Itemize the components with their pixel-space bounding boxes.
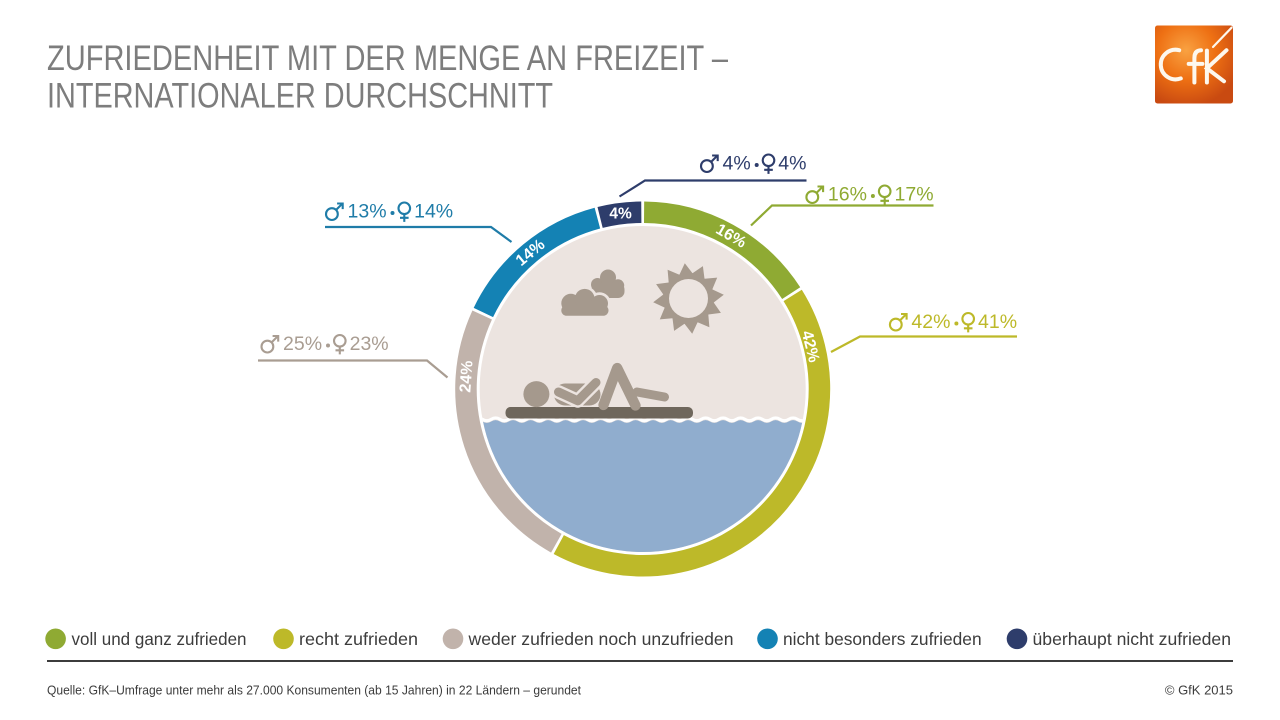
svg-text:recht zufrieden: recht zufrieden: [299, 629, 418, 649]
svg-text:14%: 14%: [414, 201, 453, 223]
svg-text:voll und ganz zufrieden: voll und ganz zufrieden: [72, 629, 247, 649]
svg-text:4%: 4%: [778, 153, 806, 175]
svg-text:INTERNATIONALER DURCHSCHNITT: INTERNATIONALER DURCHSCHNITT: [47, 77, 553, 116]
svg-text:16%: 16%: [828, 184, 867, 206]
svg-text:Quelle: GfK–Umfrage unter mehr: Quelle: GfK–Umfrage unter mehr als 27.00…: [47, 683, 581, 698]
svg-text:weder zufrieden noch unzufried: weder zufrieden noch unzufrieden: [467, 629, 733, 649]
svg-text:© GfK 2015: © GfK 2015: [1165, 683, 1233, 698]
svg-text:24%: 24%: [457, 360, 476, 393]
svg-text:4%: 4%: [609, 206, 632, 223]
svg-text:25%: 25%: [283, 333, 322, 355]
svg-text:4%: 4%: [723, 153, 751, 175]
svg-text:17%: 17%: [895, 184, 934, 206]
svg-text:ZUFRIEDENHEIT MIT DER MENGE AN: ZUFRIEDENHEIT MIT DER MENGE AN FREIZEIT …: [47, 39, 728, 78]
svg-text:nicht besonders zufrieden: nicht besonders zufrieden: [783, 629, 982, 649]
svg-text:überhaupt nicht zufrieden: überhaupt nicht zufrieden: [1033, 629, 1232, 649]
svg-text:41%: 41%: [978, 311, 1017, 333]
svg-text:23%: 23%: [350, 333, 389, 355]
svg-text:42%: 42%: [911, 311, 950, 333]
svg-text:13%: 13%: [348, 201, 387, 223]
